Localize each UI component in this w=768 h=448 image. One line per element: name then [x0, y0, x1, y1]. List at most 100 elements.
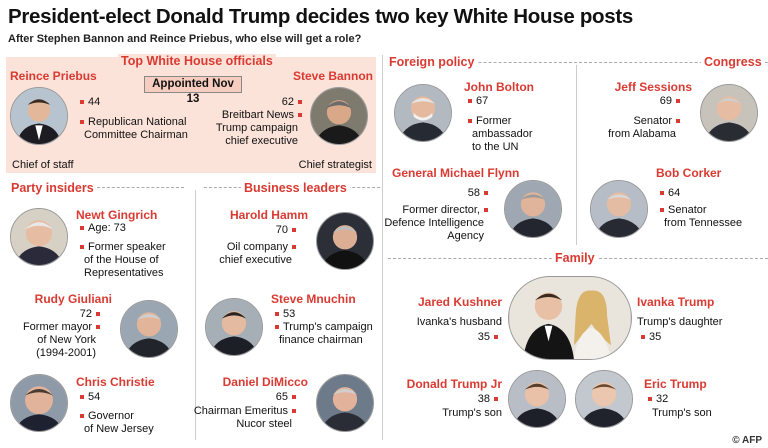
age: 70 [275, 224, 288, 236]
age: 35 [649, 331, 662, 343]
bullet-icon [80, 100, 84, 105]
credit-logo: © AFP [732, 435, 762, 446]
dimicco-photo [316, 374, 374, 432]
role-line: Ivanka's husband [416, 316, 502, 328]
bullet-icon [468, 99, 472, 104]
christie-photo [10, 374, 68, 432]
age-line: 53 [271, 308, 295, 321]
role-line: Agency [447, 230, 484, 242]
age: 64 [668, 187, 681, 199]
age-line: 62 [282, 96, 306, 109]
role-line: (1994-2001) [36, 347, 96, 359]
divider [195, 190, 196, 440]
role-line: Committee Chairman [84, 129, 188, 141]
age-line: 65 [276, 391, 300, 404]
section-party-insiders: Party insiders [8, 181, 97, 195]
role-line: Trump campaign [215, 122, 298, 134]
role-line: from Tennessee [664, 217, 743, 229]
age: 72 [79, 308, 92, 320]
age-line: 70 [276, 224, 300, 237]
role-line: from Alabama [608, 128, 676, 140]
post-label: Chief strategist [298, 159, 372, 171]
section-white-house: Top White House officials [118, 54, 276, 68]
role-text: Former director, [402, 204, 480, 216]
section-foreign-policy: Foreign policy [386, 55, 478, 69]
person-name: Rudy Giuliani [34, 292, 112, 306]
role-line: Republican National [76, 116, 186, 129]
person-name: Newt Gingrich [76, 208, 158, 222]
age-line: 32 [644, 393, 668, 406]
role-line: chief executive [219, 254, 292, 266]
sessions-photo [700, 84, 758, 142]
role-text: Republican National [88, 116, 187, 128]
role-text: Breitbart News [221, 109, 294, 121]
bullet-icon [292, 395, 296, 400]
section-business-leaders: Business leaders [241, 181, 350, 195]
age: 38 [477, 393, 490, 405]
divider [576, 65, 577, 245]
age: 65 [275, 391, 288, 403]
page-title: President-elect Donald Trump decides two… [8, 5, 634, 28]
age-line: 35 [637, 331, 661, 344]
person-name: Steve Mnuchin [271, 292, 356, 306]
age-line: 38 [478, 393, 502, 406]
role-line: Chairman Emeritus [194, 405, 300, 418]
flynn-photo [504, 180, 562, 238]
age-line: 64 [656, 187, 680, 200]
bullet-icon [96, 325, 100, 330]
role-text: Former speaker [88, 241, 166, 253]
giuliani-photo [120, 300, 178, 358]
bullet-icon [648, 397, 652, 402]
role-text: Governor [88, 410, 134, 422]
role-line: Trump's daughter [637, 316, 723, 328]
credit-text: AFP [742, 435, 762, 446]
bullet-icon [641, 335, 645, 340]
person-name: Jared Kushner [417, 295, 502, 309]
bullet-icon [96, 312, 100, 317]
bullet-icon [660, 191, 664, 196]
age: 58 [467, 187, 480, 199]
role-line: Former speaker [76, 241, 166, 254]
divider [382, 55, 383, 440]
role-line: Former director, [402, 204, 492, 217]
age-line: 54 [76, 391, 100, 404]
bullet-icon [494, 397, 498, 402]
age: 67 [476, 95, 489, 107]
bullet-icon [484, 191, 488, 196]
person-name: Reince Priebus [10, 69, 97, 83]
person-name: Chris Christie [76, 375, 155, 389]
bullet-icon [275, 312, 279, 317]
role-line: finance chairman [279, 334, 363, 346]
person-name: Donald Trump Jr [406, 377, 502, 391]
role-text: Trump's campaign [283, 321, 373, 333]
bullet-icon [292, 409, 296, 414]
section-family: Family [552, 251, 598, 265]
person-name: John Bolton [464, 80, 534, 94]
bullet-icon [292, 228, 296, 233]
role-line: chief executive [225, 135, 298, 147]
age: 35 [477, 331, 490, 343]
age-line: 69 [660, 95, 684, 108]
corker-photo [590, 180, 648, 238]
role-line: Defence Intelligence [384, 217, 484, 229]
divider [388, 62, 768, 63]
bullet-icon [80, 245, 84, 250]
age: 32 [656, 393, 669, 405]
age-line: 35 [478, 331, 502, 344]
age: Age: 73 [88, 222, 126, 234]
role-text: Oil company [226, 241, 288, 253]
hamm-photo [316, 212, 374, 270]
age: 53 [283, 308, 296, 320]
mnuchin-photo [205, 298, 263, 356]
bannon-photo [310, 87, 368, 145]
person-name: Harold Hamm [229, 208, 308, 222]
bullet-icon [80, 395, 84, 400]
role-text: Senator [633, 115, 672, 127]
age: 69 [659, 95, 672, 107]
role-line: of New Jersey [84, 423, 154, 435]
role-line: ambassador [472, 128, 533, 140]
role-line: Trump's son [442, 407, 502, 419]
age-line: Age: 73 [76, 222, 126, 235]
person-name: Bob Corker [656, 166, 722, 180]
post-label: Chief of staff [12, 159, 74, 171]
